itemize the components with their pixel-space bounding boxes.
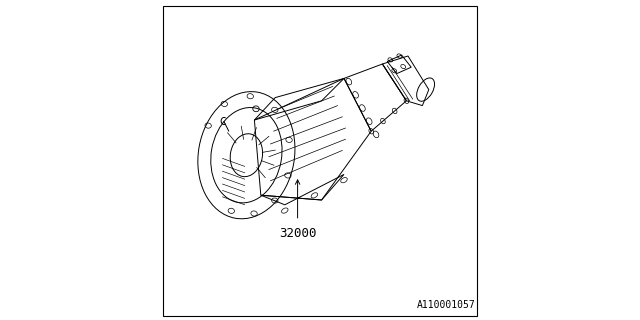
Text: A110001057: A110001057 xyxy=(417,300,475,310)
Text: 32000: 32000 xyxy=(279,227,316,240)
